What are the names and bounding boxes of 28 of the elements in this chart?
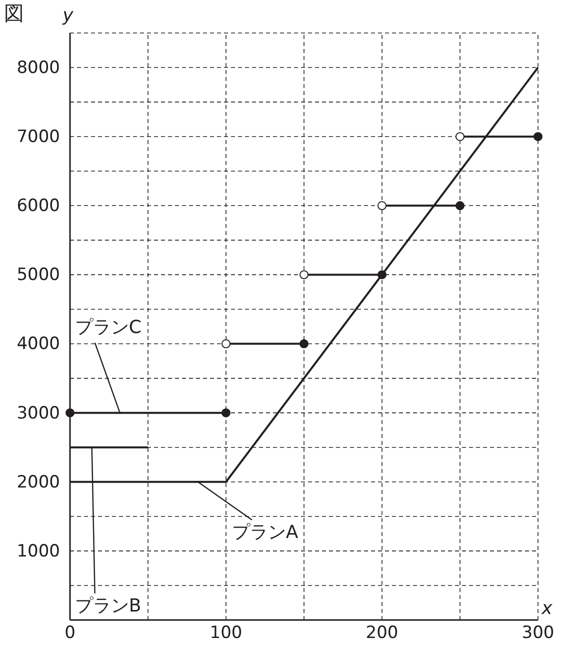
legend-label: プランA xyxy=(232,522,299,543)
y-tick-label: 5000 xyxy=(16,265,60,286)
x-tick-label: 100 xyxy=(210,623,242,644)
y-tick-label: 7000 xyxy=(16,127,60,148)
y-tick-label: 1000 xyxy=(16,541,60,562)
text: プランC xyxy=(74,316,142,338)
y-tick-label: 2000 xyxy=(16,472,60,492)
y-tick-label: 4000 xyxy=(16,334,60,354)
point xyxy=(534,132,542,142)
point xyxy=(222,339,230,348)
y-axis-title: y xyxy=(62,5,74,26)
x-axis-title: x xyxy=(540,598,553,619)
point xyxy=(378,270,386,280)
x-tick-label: 0 xyxy=(64,623,76,644)
point xyxy=(66,408,74,418)
point xyxy=(378,201,386,210)
y-tick-label: 3000 xyxy=(16,403,60,424)
x-tick-label: 200 xyxy=(366,623,398,644)
y-tick-label: 6000 xyxy=(16,196,60,216)
point xyxy=(456,132,464,142)
chart-title: 図 xyxy=(4,1,24,25)
point xyxy=(300,270,308,280)
point xyxy=(456,201,464,210)
text: プランB xyxy=(74,595,142,616)
y-tick-label: 8000 xyxy=(16,58,60,78)
point xyxy=(300,339,308,348)
x-tick-label: 300 xyxy=(522,623,554,644)
point xyxy=(222,408,230,418)
